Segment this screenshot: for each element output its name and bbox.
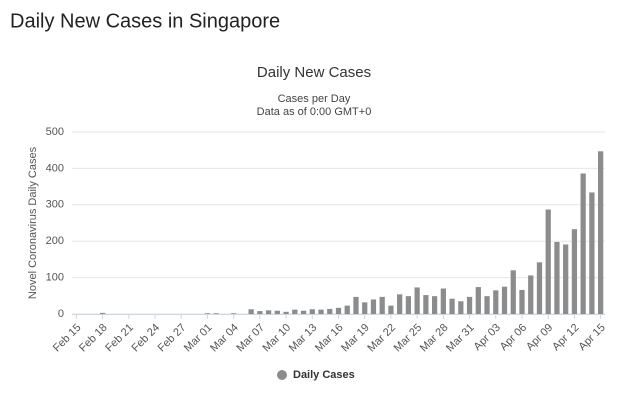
x-tick-label: Mar 13: [287, 322, 320, 355]
bar: [528, 275, 534, 314]
y-axis-label: Novel Coronavirus Daily Cases: [27, 146, 39, 299]
bar: [519, 289, 525, 314]
bar: [493, 290, 499, 314]
bar: [274, 310, 280, 314]
bar: [99, 312, 106, 314]
bar: [440, 288, 446, 314]
x-tick-label: Mar 01: [182, 322, 215, 355]
x-tick-label: Mar 16: [313, 322, 346, 355]
x-tick-label: Apr 15: [576, 322, 607, 353]
bar: [554, 241, 560, 314]
bar: [379, 296, 385, 314]
bar: [449, 298, 455, 314]
y-tick-label: 400: [46, 162, 64, 174]
bar: [545, 209, 551, 314]
bar: [580, 173, 586, 314]
bar: [213, 313, 219, 314]
bar: [204, 313, 211, 314]
x-tick-label: Mar 07: [234, 322, 267, 355]
bar: [510, 270, 516, 314]
bar: [388, 305, 394, 314]
legend-label: Daily Cases: [293, 369, 355, 381]
bar: [248, 309, 254, 314]
bar: [362, 302, 368, 314]
x-tick-label: Apr 06: [498, 322, 529, 353]
x-tick-label: Feb 27: [156, 322, 189, 355]
x-tick-label: Feb 24: [129, 322, 162, 355]
bar: [257, 311, 263, 314]
bar: [327, 308, 333, 314]
bar: [484, 296, 490, 314]
y-tick-label: 100: [46, 272, 64, 284]
chart-subtitle: Data as of 0:00 GMT+0: [257, 106, 372, 118]
bar: [405, 296, 412, 314]
bar: [318, 309, 324, 314]
bar: [265, 310, 272, 314]
bar: [589, 192, 595, 314]
x-tick-label: Mar 25: [392, 322, 425, 355]
bar: [431, 296, 438, 314]
bar: [397, 294, 403, 314]
bar: [414, 287, 420, 314]
bar: [501, 286, 508, 314]
bar: [563, 244, 569, 314]
bar: [536, 262, 543, 314]
bar: [353, 296, 359, 314]
legend-marker: [277, 370, 287, 380]
bar: [344, 305, 350, 314]
bar: [370, 299, 377, 314]
x-tick-label: Apr 12: [550, 322, 581, 353]
x-tick-label: Mar 22: [365, 322, 398, 355]
bar: [466, 296, 473, 314]
bar: [423, 295, 429, 314]
bar: [571, 229, 578, 314]
bar: [335, 307, 342, 314]
x-tick-label: Feb 21: [103, 322, 136, 355]
y-tick-label: 200: [46, 235, 64, 247]
bar: [598, 151, 604, 314]
y-tick-label: 300: [46, 199, 64, 211]
chart-subtitle: Cases per Day: [278, 93, 351, 105]
bar: [283, 311, 289, 314]
x-tick-label: Feb 15: [51, 322, 84, 355]
y-tick-label: 0: [58, 308, 64, 320]
x-tick-label: Mar 04: [208, 322, 241, 355]
bar: [300, 310, 307, 314]
bar: [309, 309, 315, 314]
x-tick-label: Mar 31: [444, 322, 477, 355]
x-tick-label: Mar 28: [418, 322, 451, 355]
x-tick-label: Feb 18: [77, 322, 110, 355]
bar: [292, 309, 298, 314]
bar: [458, 301, 464, 314]
x-tick-label: Mar 10: [261, 322, 294, 355]
chart-title: Daily New Cases: [257, 64, 371, 81]
bar: [231, 313, 237, 314]
x-tick-label: Apr 03: [472, 322, 503, 353]
x-tick-label: Apr 09: [524, 322, 555, 353]
y-tick-label: 500: [46, 126, 64, 138]
x-tick-label: Mar 19: [339, 322, 372, 355]
bar: [475, 287, 481, 314]
page-title: Daily New Cases in Singapore: [10, 10, 280, 32]
